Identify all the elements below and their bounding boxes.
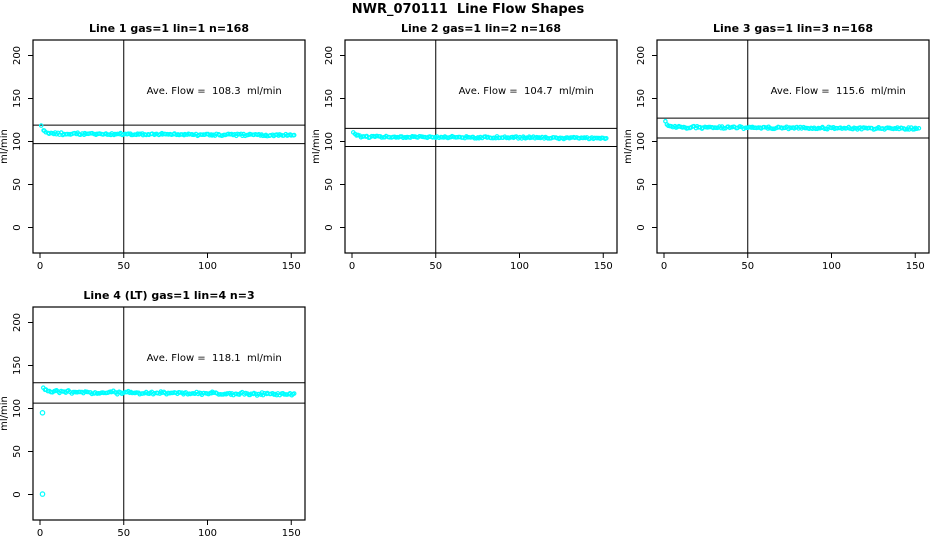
ave-flow-label: Ave. Flow = 108.3 ml/min [147,86,282,97]
data-point [592,135,597,141]
x-tick-label: 150 [594,261,613,272]
subplot-line-1: Line 1 gas=1 lin=1 n=168 0 50 100 150 0 50 100 1… [0,18,312,290]
x-tick-label: 0 [349,261,355,272]
x-tick-label: 0 [37,528,43,539]
subplot-title: Line 3 gas=1 lin=3 n=168 [713,22,873,35]
y-axis-label: ml/min [0,396,10,431]
x-tick-label: 100 [822,261,841,272]
data-point [902,127,908,132]
plot-frame [656,39,930,254]
ave-flow-label: Ave. Flow = 104.7 ml/min [459,86,594,97]
data-point [916,126,922,131]
x-tick-label: 0 [661,261,667,272]
data-points [350,130,609,142]
subplot-svg-3: Line 3 gas=1 lin=3 n=168 0 50 100 150 0 50 100 1… [623,22,930,272]
y-tick-label: 50 [12,445,23,458]
data-point [291,391,297,396]
subplot-svg-4: Line 4 (LT) gas=1 lin=4 n=3 0 50 100 150 0 50 1… [0,289,306,539]
data-points [39,385,297,497]
data-points [38,123,297,139]
subplot-svg-1: Line 1 gas=1 lin=1 n=168 0 50 100 150 0 50 100 1… [0,22,306,272]
y-axis-label: ml/min [0,129,10,164]
plot-frame [32,39,306,254]
y-tick-label: 0 [12,224,23,230]
ave-flow-label: Ave. Flow = 118.1 ml/min [147,353,282,364]
x-tick-label: 150 [282,261,301,272]
x-tick-label: 150 [906,261,925,272]
main-title: NWR_070111 Line Flow Shapes [351,2,585,17]
x-tick-label: 150 [282,528,301,539]
x-tick-label: 100 [510,261,529,272]
data-point [761,124,767,130]
y-tick-label: 200 [324,46,335,65]
data-point [38,123,44,128]
y-tick-label: 0 [636,224,647,230]
data-point [603,136,609,141]
subplot-svg-2: Line 2 gas=1 lin=2 n=168 0 50 100 150 0 50 100 1… [311,22,618,272]
y-tick-label: 200 [636,46,647,65]
y-tick-label: 50 [636,178,647,191]
subplot-title: Line 2 gas=1 lin=2 n=168 [401,22,561,35]
y-axis-label: ml/min [624,129,634,164]
plot-frame [32,306,306,521]
subplot-line-2: Line 2 gas=1 lin=2 n=168 0 50 100 150 0 50 100 1… [311,18,624,290]
y-tick-label: 150 [12,356,23,375]
x-tick-label: 50 [117,528,130,539]
y-tick-label: 100 [324,132,335,151]
y-tick-label: 50 [324,178,335,191]
y-tick-label: 100 [636,132,647,151]
data-point [914,126,920,132]
data-point [155,390,160,396]
outlier-point [39,491,46,497]
x-tick-label: 100 [198,261,217,272]
data-point [199,132,205,138]
x-tick-label: 50 [741,261,754,272]
y-tick-label: 50 [12,178,23,191]
subplot-line-4: Line 4 (LT) gas=1 lin=4 n=3 0 50 100 150 0 50 1… [0,285,312,540]
data-point [177,390,183,395]
x-tick-label: 100 [198,528,217,539]
ave-flow-label: Ave. Flow = 115.6 ml/min [771,86,906,97]
subplot-title: Line 1 gas=1 lin=1 n=168 [89,22,249,35]
subplot-line-3: Line 3 gas=1 lin=3 n=168 0 50 100 150 0 50 100 1… [623,18,936,290]
x-tick-label: 0 [37,261,43,272]
y-tick-label: 150 [12,89,23,108]
x-tick-label: 50 [429,261,442,272]
data-points [663,118,922,132]
y-axis-label: ml/min [312,129,322,164]
y-tick-label: 0 [12,491,23,497]
y-tick-label: 0 [324,224,335,230]
data-point [291,132,297,138]
y-tick-label: 100 [12,132,23,151]
data-point [87,131,92,136]
y-tick-label: 150 [636,89,647,108]
outlier-point [39,410,46,416]
y-tick-label: 100 [12,399,23,418]
subplot-title: Line 4 (LT) gas=1 lin=4 n=3 [83,289,254,302]
y-tick-label: 200 [12,46,23,65]
x-tick-label: 50 [117,261,130,272]
y-tick-label: 200 [12,313,23,332]
y-tick-label: 150 [324,89,335,108]
